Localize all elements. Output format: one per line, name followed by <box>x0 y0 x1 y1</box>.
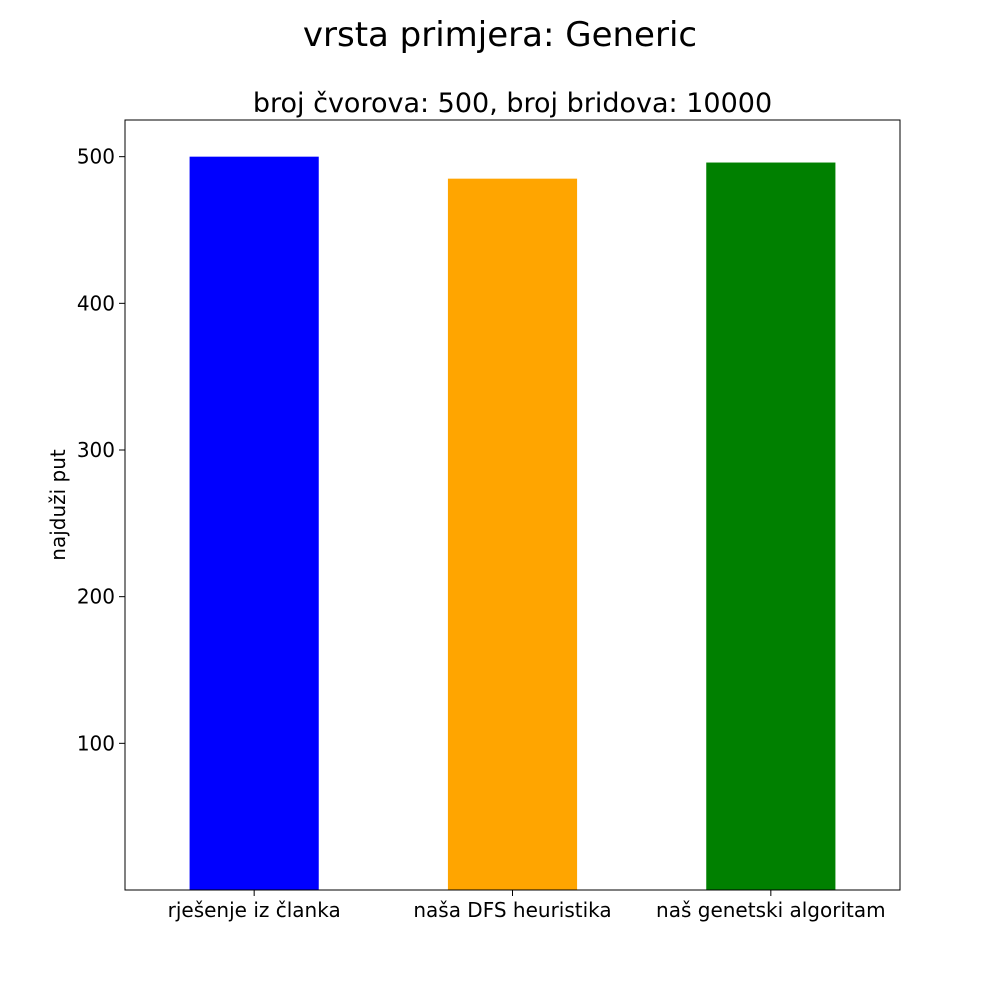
y-tick-label: 100 <box>77 731 115 755</box>
bars-group <box>189 156 836 891</box>
y-axis: 100 200 300 400 500 <box>77 145 125 755</box>
chart-title: broj čvorova: 500, broj bridova: 10000 <box>253 88 772 119</box>
x-tick-label: naša DFS heuristika <box>413 898 611 922</box>
x-tick-label: rješenje iz članka <box>168 898 341 922</box>
y-tick-label: 300 <box>77 438 115 462</box>
x-tick-label: naš genetski algoritam <box>656 898 886 922</box>
bar-1 <box>189 156 319 890</box>
figure-suptitle: vrsta primjera: Generic <box>302 15 698 55</box>
y-tick-label: 200 <box>77 585 115 609</box>
bar-3 <box>706 162 836 891</box>
y-tick-label: 500 <box>77 145 115 169</box>
y-axis-label: najduži put <box>46 449 70 561</box>
y-tick-label: 400 <box>77 291 115 315</box>
bar-2 <box>447 178 578 890</box>
x-axis: rješenje iz članka naša DFS heuristika naš… <box>168 890 886 922</box>
